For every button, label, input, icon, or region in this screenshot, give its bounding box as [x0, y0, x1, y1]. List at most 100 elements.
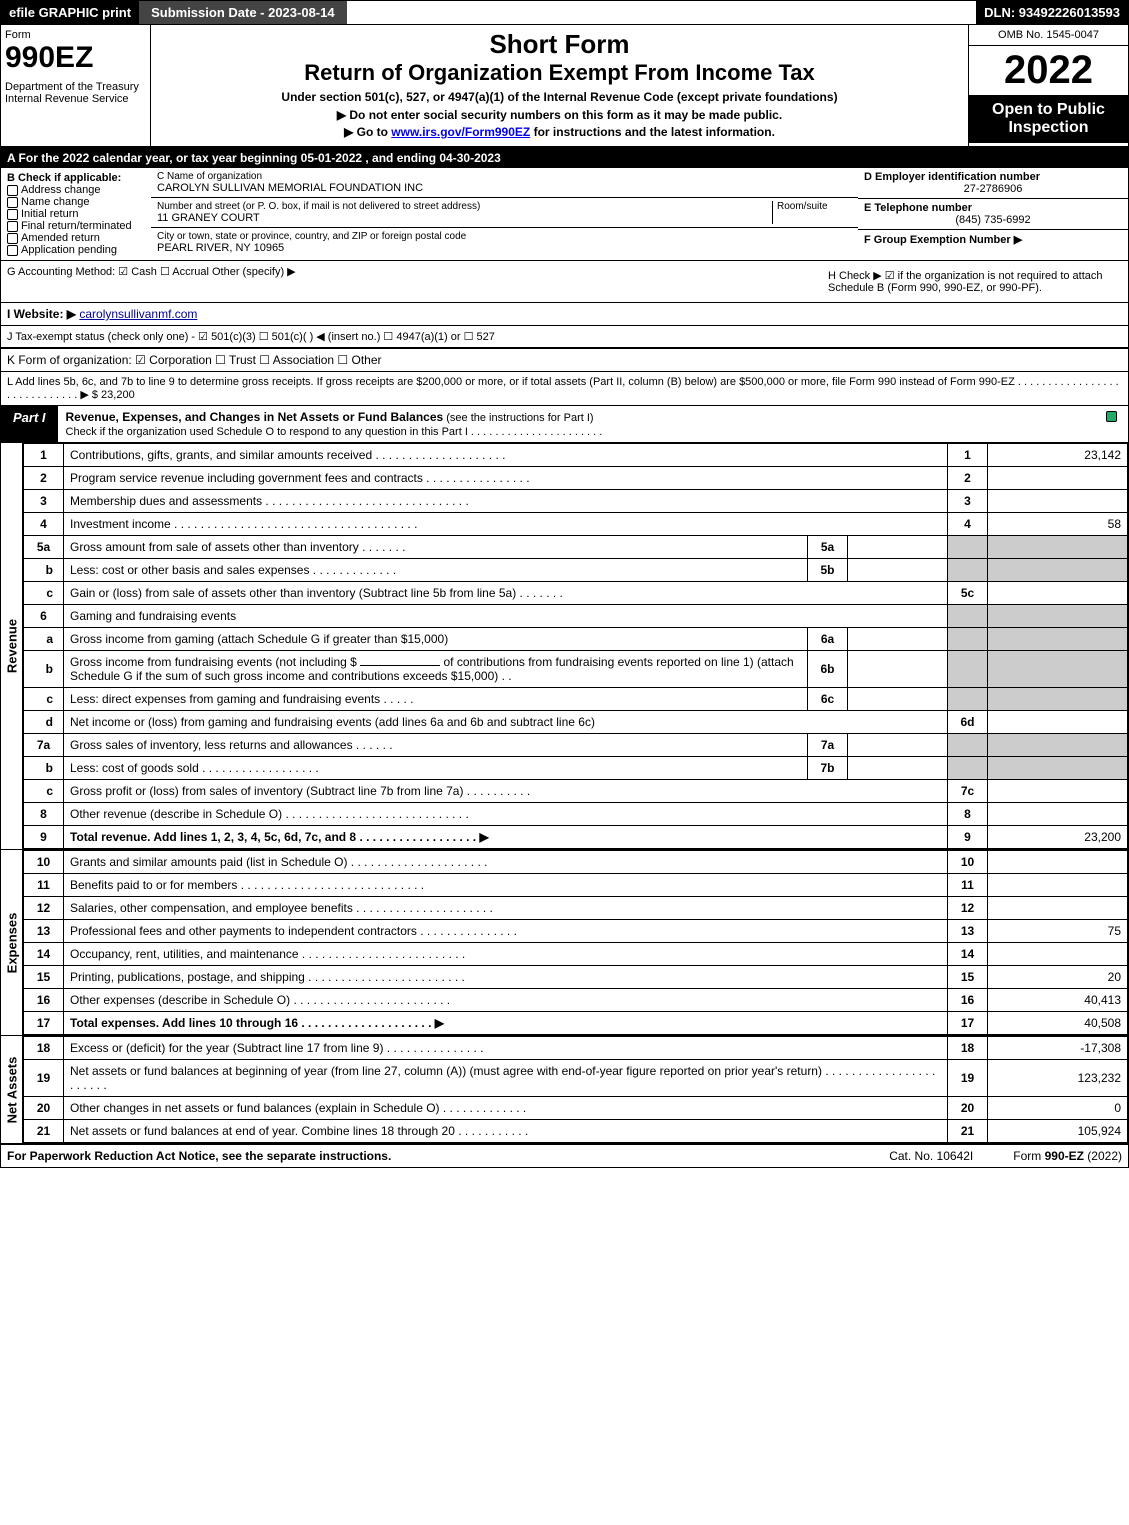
line-6b: bGross income from fundraising events (n…	[24, 651, 1128, 688]
line-5a: 5aGross amount from sale of assets other…	[24, 536, 1128, 559]
line-6: 6Gaming and fundraising events	[24, 605, 1128, 628]
line-10: 10Grants and similar amounts paid (list …	[24, 851, 1128, 874]
header-right: OMB No. 1545-0047 2022 Open to Public In…	[968, 25, 1128, 146]
form-ref: Form 990-EZ (2022)	[1013, 1149, 1122, 1163]
line-6a: aGross income from gaming (attach Schedu…	[24, 628, 1128, 651]
org-name-lbl: C Name of organization	[157, 171, 852, 182]
line-19: 19Net assets or fund balances at beginni…	[24, 1060, 1128, 1097]
line-18: 18Excess or (deficit) for the year (Subt…	[24, 1037, 1128, 1060]
line-1: 1Contributions, gifts, grants, and simil…	[24, 444, 1128, 467]
section-l: L Add lines 5b, 6c, and 7b to line 9 to …	[1, 372, 1128, 406]
org-name: CAROLYN SULLIVAN MEMORIAL FOUNDATION INC	[157, 182, 852, 194]
revenue-table: 1Contributions, gifts, grants, and simil…	[23, 443, 1128, 849]
line-17: 17Total expenses. Add lines 10 through 1…	[24, 1012, 1128, 1035]
line-5b: bLess: cost or other basis and sales exp…	[24, 559, 1128, 582]
right-identity: D Employer identification number 27-2786…	[858, 168, 1128, 260]
line-15: 15Printing, publications, postage, and s…	[24, 966, 1128, 989]
header-left: Form 990EZ Department of the Treasury In…	[1, 25, 151, 146]
omb-number: OMB No. 1545-0047	[969, 25, 1128, 46]
line-20: 20Other changes in net assets or fund ba…	[24, 1097, 1128, 1120]
ein: 27-2786906	[864, 183, 1122, 195]
line-12: 12Salaries, other compensation, and empl…	[24, 897, 1128, 920]
section-g: G Accounting Method: ☑ Cash ☐ Accrual Ot…	[7, 265, 822, 298]
efile-label: efile GRAPHIC print	[1, 1, 139, 24]
line-6d: dNet income or (loss) from gaming and fu…	[24, 711, 1128, 734]
net-table: 18Excess or (deficit) for the year (Subt…	[23, 1036, 1128, 1143]
section-k: K Form of organization: ☑ Corporation ☐ …	[1, 349, 1128, 372]
revenue-section: Revenue 1Contributions, gifts, grants, a…	[1, 443, 1128, 850]
check-address[interactable]: Address change	[7, 184, 145, 196]
cat-no: Cat. No. 10642I	[889, 1149, 973, 1163]
section-f: F Group Exemption Number ▶	[858, 230, 1128, 249]
part1-check[interactable]	[1098, 406, 1128, 442]
section-i: I Website: ▶ carolynsullivanmf.com	[1, 303, 1128, 326]
section-b-hdr: B Check if applicable:	[7, 172, 145, 184]
part1-title: Revenue, Expenses, and Changes in Net As…	[58, 406, 1098, 442]
form-number: 990EZ	[5, 41, 146, 75]
line-14: 14Occupancy, rent, utilities, and mainte…	[24, 943, 1128, 966]
line-11: 11Benefits paid to or for members . . . …	[24, 874, 1128, 897]
line-7a: 7aGross sales of inventory, less returns…	[24, 734, 1128, 757]
form-label: Form	[5, 29, 146, 41]
revenue-side: Revenue	[1, 443, 23, 849]
main-title: Return of Organization Exempt From Incom…	[159, 60, 960, 86]
part1-tab: Part I	[1, 406, 58, 442]
check-name[interactable]: Name change	[7, 196, 145, 208]
line-7b: bLess: cost of goods sold . . . . . . . …	[24, 757, 1128, 780]
section-c: C Name of organization CAROLYN SULLIVAN …	[151, 168, 858, 260]
short-form-title: Short Form	[159, 29, 960, 60]
dept-label: Department of the Treasury Internal Reve…	[5, 81, 146, 105]
section-h: H Check ▶ ☑ if the organization is not r…	[822, 265, 1122, 298]
line-3: 3Membership dues and assessments . . . .…	[24, 490, 1128, 513]
phone: (845) 735-6992	[864, 214, 1122, 226]
check-amended[interactable]: Amended return	[7, 232, 145, 244]
tax-year: 2022	[969, 46, 1128, 95]
form-header: Form 990EZ Department of the Treasury In…	[1, 25, 1128, 148]
net-side: Net Assets	[1, 1036, 23, 1143]
check-initial[interactable]: Initial return	[7, 208, 145, 220]
ssn-note: ▶ Do not enter social security numbers o…	[159, 108, 960, 122]
line-5c: cGain or (loss) from sale of assets othe…	[24, 582, 1128, 605]
line-4: 4Investment income . . . . . . . . . . .…	[24, 513, 1128, 536]
section-g-h: G Accounting Method: ☑ Cash ☐ Accrual Ot…	[1, 261, 1128, 303]
section-a: A For the 2022 calendar year, or tax yea…	[1, 148, 1128, 168]
line-21: 21Net assets or fund balances at end of …	[24, 1120, 1128, 1143]
line-16: 16Other expenses (describe in Schedule O…	[24, 989, 1128, 1012]
room-lbl: Room/suite	[777, 201, 852, 212]
paperwork-notice: For Paperwork Reduction Act Notice, see …	[7, 1149, 391, 1163]
topbar: efile GRAPHIC print Submission Date - 20…	[1, 1, 1128, 25]
line-13: 13Professional fees and other payments t…	[24, 920, 1128, 943]
expenses-section: Expenses 10Grants and similar amounts pa…	[1, 850, 1128, 1036]
section-e: E Telephone number (845) 735-6992	[858, 199, 1128, 230]
submission-date: Submission Date - 2023-08-14	[139, 1, 347, 24]
section-d: D Employer identification number 27-2786…	[858, 168, 1128, 199]
check-final[interactable]: Final return/terminated	[7, 220, 145, 232]
net-assets-section: Net Assets 18Excess or (deficit) for the…	[1, 1036, 1128, 1145]
line-8: 8Other revenue (describe in Schedule O) …	[24, 803, 1128, 826]
part1-header: Part I Revenue, Expenses, and Changes in…	[1, 406, 1128, 443]
subtitle: Under section 501(c), 527, or 4947(a)(1)…	[159, 90, 960, 104]
website-link[interactable]: carolynsullivanmf.com	[79, 307, 197, 321]
check-pending[interactable]: Application pending	[7, 244, 145, 256]
header-center: Short Form Return of Organization Exempt…	[151, 25, 968, 146]
city-row: City or town, state or province, country…	[151, 228, 858, 257]
street: 11 GRANEY COURT	[157, 212, 772, 224]
form-990ez: efile GRAPHIC print Submission Date - 20…	[0, 0, 1129, 1168]
instructions-note: ▶ Go to www.irs.gov/Form990EZ for instru…	[159, 125, 960, 139]
street-row: Number and street (or P. O. box, if mail…	[151, 198, 858, 228]
city: PEARL RIVER, NY 10965	[157, 242, 852, 254]
section-j: J Tax-exempt status (check only one) - ☑…	[1, 326, 1128, 349]
org-name-row: C Name of organization CAROLYN SULLIVAN …	[151, 168, 858, 198]
line-9: 9Total revenue. Add lines 1, 2, 3, 4, 5c…	[24, 826, 1128, 849]
identity-row: B Check if applicable: Address change Na…	[1, 168, 1128, 261]
expenses-table: 10Grants and similar amounts paid (list …	[23, 850, 1128, 1035]
section-b: B Check if applicable: Address change Na…	[1, 168, 151, 260]
line-7c: cGross profit or (loss) from sales of in…	[24, 780, 1128, 803]
irs-link[interactable]: www.irs.gov/Form990EZ	[391, 125, 530, 139]
street-lbl: Number and street (or P. O. box, if mail…	[157, 201, 772, 212]
line-6c: cLess: direct expenses from gaming and f…	[24, 688, 1128, 711]
open-inspection: Open to Public Inspection	[969, 95, 1128, 143]
line-2: 2Program service revenue including gover…	[24, 467, 1128, 490]
city-lbl: City or town, state or province, country…	[157, 231, 852, 242]
dln: DLN: 93492226013593	[976, 1, 1128, 24]
